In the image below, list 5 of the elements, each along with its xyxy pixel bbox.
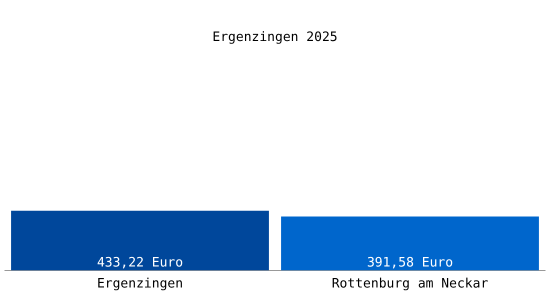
x-tick-label: Ergenzingen [96, 276, 184, 292]
x-tick-label: Rottenburg am Neckar [332, 276, 488, 292]
data-label: 391,58 Euro [366, 255, 454, 270]
data-label: 433,22 Euro [96, 255, 184, 270]
chart-title: Ergenzingen 2025 [212, 30, 338, 46]
